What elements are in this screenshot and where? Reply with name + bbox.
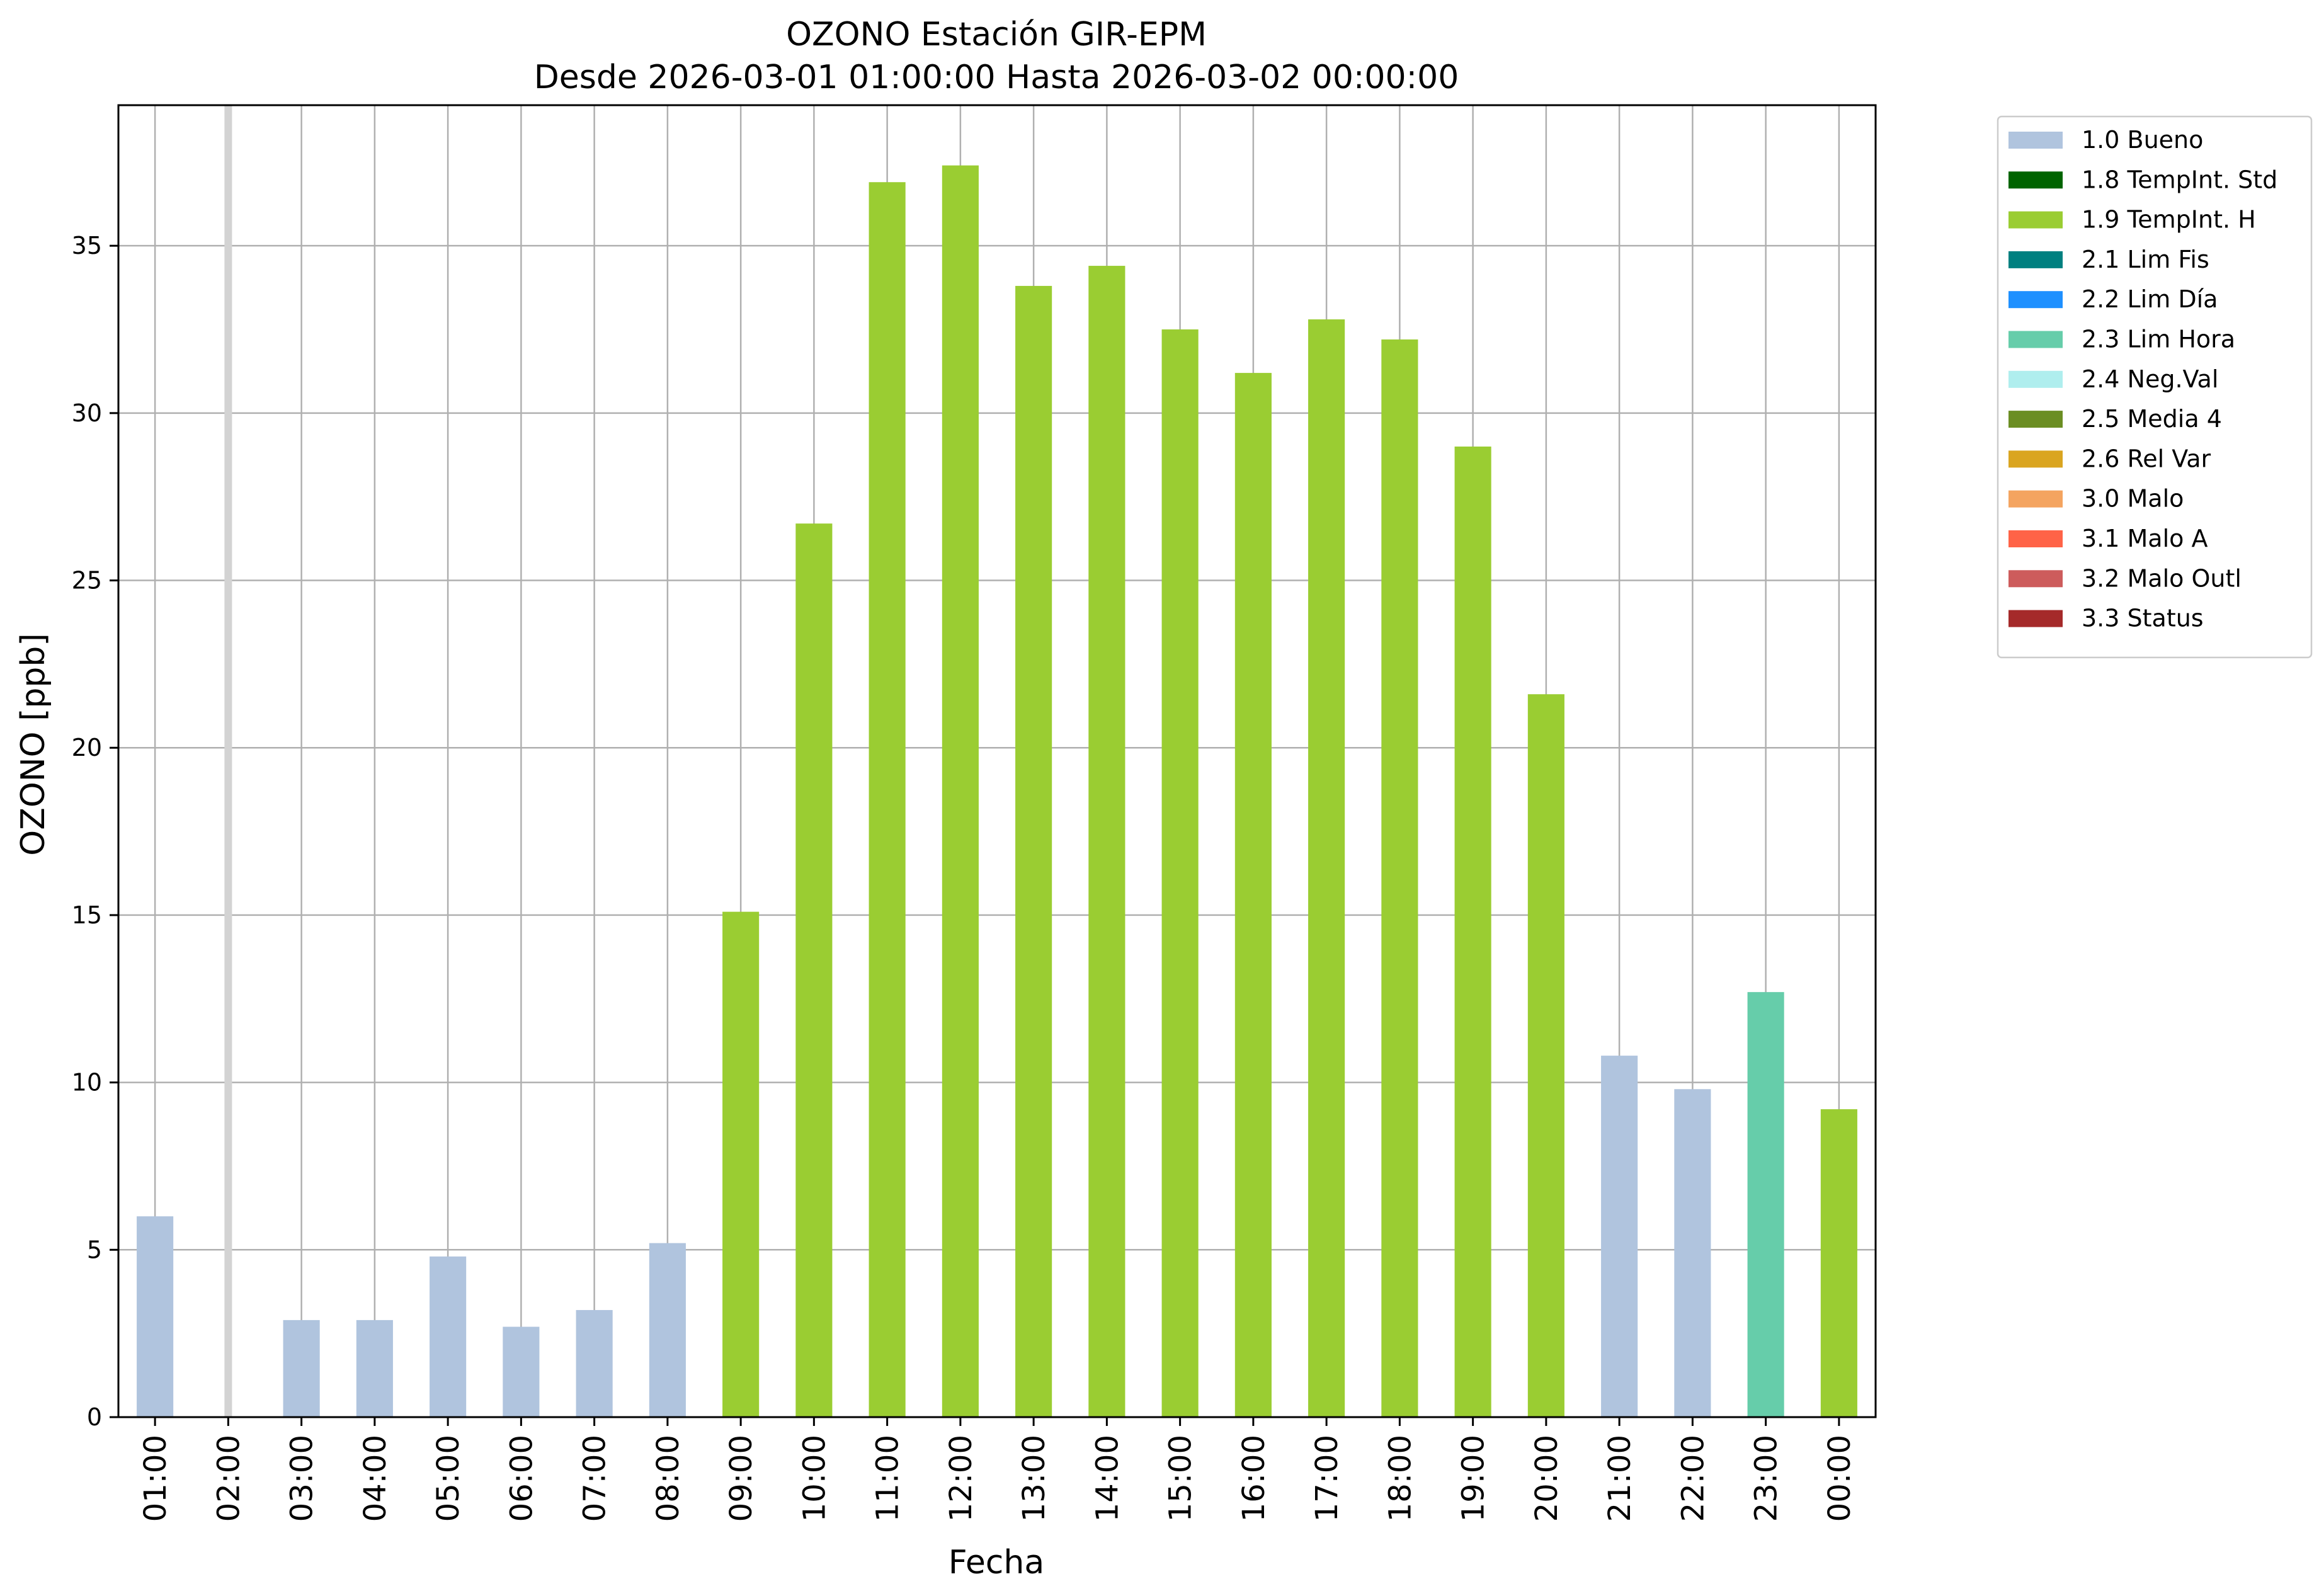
x-tick-label: 15:00 bbox=[1163, 1435, 1199, 1522]
bar bbox=[649, 1243, 686, 1417]
bar bbox=[503, 1326, 540, 1417]
x-tick-label: 14:00 bbox=[1090, 1435, 1125, 1522]
x-tick-label: 01:00 bbox=[138, 1435, 173, 1522]
y-tick-label: 25 bbox=[72, 567, 102, 595]
bar bbox=[1015, 285, 1052, 1418]
x-tick-label: 17:00 bbox=[1309, 1435, 1345, 1522]
legend-swatch bbox=[2008, 291, 2063, 309]
bar bbox=[1454, 447, 1491, 1417]
bar bbox=[1527, 694, 1564, 1417]
legend-swatch bbox=[2008, 251, 2063, 268]
bar bbox=[137, 1216, 174, 1417]
bar bbox=[722, 911, 760, 1417]
x-tick-label: 00:00 bbox=[1822, 1435, 1857, 1522]
x-tick-label: 22:00 bbox=[1675, 1435, 1711, 1522]
legend-swatch bbox=[2008, 370, 2063, 388]
y-axis-label: OZONO [ppb] bbox=[14, 633, 52, 855]
x-tick-label: 20:00 bbox=[1529, 1435, 1564, 1522]
x-tick-label: 08:00 bbox=[651, 1435, 686, 1522]
chart-subtitle: Desde 2026-03-01 01:00:00 Hasta 2026-03-… bbox=[534, 59, 1459, 96]
x-tick-label: 06:00 bbox=[504, 1435, 539, 1522]
bar bbox=[1601, 1056, 1638, 1417]
bar bbox=[430, 1256, 467, 1417]
x-tick-label: 21:00 bbox=[1602, 1435, 1638, 1522]
legend-swatch bbox=[2008, 211, 2063, 229]
x-tick-label: 13:00 bbox=[1017, 1435, 1052, 1522]
legend-label: 3.0 Malo bbox=[2082, 485, 2184, 513]
y-axis: 0 5 10 15 20 25 30 35 bbox=[72, 232, 118, 1431]
legend-label: 3.3 Status bbox=[2082, 605, 2204, 632]
legend-label: 3.1 Malo A bbox=[2082, 525, 2208, 552]
x-tick-label: 02:00 bbox=[211, 1435, 246, 1522]
x-tick-label: 11:00 bbox=[870, 1435, 906, 1522]
bar bbox=[356, 1320, 393, 1417]
y-tick-label: 10 bbox=[72, 1069, 102, 1097]
missing-value-marker bbox=[224, 105, 232, 1417]
legend-swatch bbox=[2008, 331, 2063, 348]
bar bbox=[1234, 373, 1272, 1417]
y-tick-label: 5 bbox=[87, 1236, 102, 1263]
x-tick-label: 05:00 bbox=[431, 1435, 466, 1522]
x-tick-label: 16:00 bbox=[1236, 1435, 1272, 1522]
x-tick-label: 03:00 bbox=[285, 1435, 320, 1522]
bar bbox=[1088, 266, 1125, 1417]
legend-label: 1.9 TempInt. H bbox=[2082, 206, 2256, 234]
legend-swatch bbox=[2008, 610, 2063, 627]
bar bbox=[869, 182, 906, 1418]
legend-swatch bbox=[2008, 450, 2063, 468]
x-axis: 01:00 02:00 03:00 04:00 05:00 06:00 07:00 08:00… bbox=[138, 1417, 1857, 1522]
legend-label: 2.1 Lim Fis bbox=[2082, 246, 2209, 273]
x-tick-label: 10:00 bbox=[797, 1435, 832, 1522]
legend-label: 1.8 TempInt. Std bbox=[2082, 166, 2277, 193]
y-tick-label: 20 bbox=[72, 734, 102, 761]
x-axis-label: Fecha bbox=[949, 1544, 1044, 1582]
legend-label: 1.0 Bueno bbox=[2082, 126, 2203, 154]
x-tick-label: 09:00 bbox=[724, 1435, 759, 1522]
legend-swatch bbox=[2008, 411, 2063, 428]
y-tick-label: 15 bbox=[72, 901, 102, 929]
bar bbox=[1747, 992, 1784, 1417]
legend-swatch bbox=[2008, 530, 2063, 547]
legend-label: 2.6 Rel Var bbox=[2082, 445, 2211, 472]
y-tick-label: 30 bbox=[72, 399, 102, 427]
legend-box bbox=[1997, 115, 2313, 659]
bar bbox=[1161, 329, 1199, 1417]
legend: 1.0 Bueno 1.8 TempInt. Std 1.9 TempInt. H 2… bbox=[1997, 115, 2313, 659]
legend-label: 3.2 Malo Outl bbox=[2082, 564, 2242, 592]
missing-markers bbox=[224, 105, 232, 1417]
bar bbox=[1308, 319, 1345, 1417]
y-tick-label: 35 bbox=[72, 232, 102, 259]
legend-swatch bbox=[2008, 132, 2063, 149]
legend-label: 2.2 Lim Día bbox=[2082, 285, 2218, 313]
bar bbox=[283, 1320, 320, 1417]
plot-frame bbox=[117, 104, 1877, 1418]
bar bbox=[1820, 1109, 1857, 1417]
legend-label: 2.5 Media 4 bbox=[2082, 405, 2222, 433]
legend-label: 2.3 Lim Hora bbox=[2082, 326, 2235, 353]
x-tick-label: 12:00 bbox=[943, 1435, 979, 1522]
bar bbox=[795, 523, 833, 1417]
bar bbox=[1674, 1089, 1711, 1417]
bar bbox=[1381, 339, 1418, 1417]
bar bbox=[576, 1309, 613, 1417]
legend-swatch bbox=[2008, 570, 2063, 588]
x-tick-label: 19:00 bbox=[1456, 1435, 1491, 1522]
x-tick-label: 18:00 bbox=[1382, 1435, 1418, 1522]
x-tick-label: 23:00 bbox=[1749, 1435, 1784, 1522]
y-tick-label: 0 bbox=[87, 1403, 102, 1431]
x-tick-label: 07:00 bbox=[578, 1435, 613, 1522]
bar bbox=[942, 165, 979, 1417]
bars bbox=[137, 165, 1857, 1418]
chart-title: OZONO Estación GIR-EPM bbox=[786, 16, 1207, 54]
legend-swatch bbox=[2008, 490, 2063, 508]
legend-label: 2.4 Neg.Val bbox=[2082, 365, 2218, 393]
legend-swatch bbox=[2008, 171, 2063, 189]
x-tick-label: 04:00 bbox=[358, 1435, 393, 1522]
